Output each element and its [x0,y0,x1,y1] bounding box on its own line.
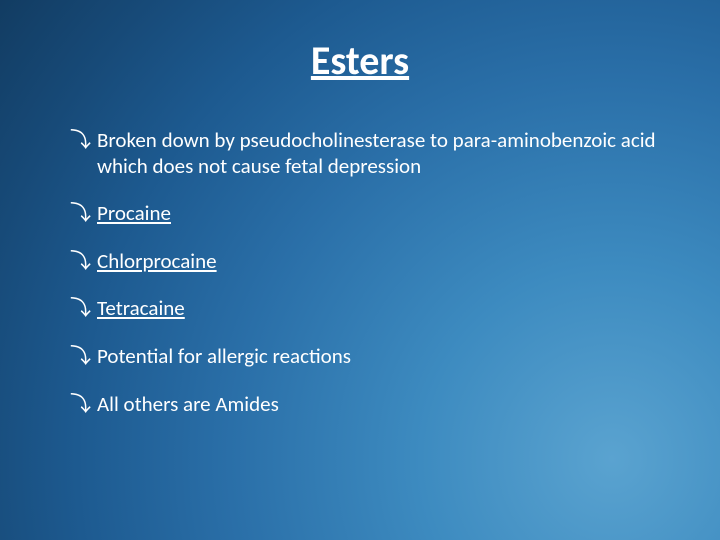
bullet-marker-icon: ⤵ [70,128,91,154]
bullet-text: Broken down by pseudocholinesterase to p… [97,128,660,179]
bullet-item: ⤵ Chlorprocaine [70,249,660,275]
bullet-marker-icon: ⤵ [70,392,91,418]
bullet-item: ⤵ Broken down by pseudocholinesterase to… [70,128,660,179]
bullet-text: Procaine [97,201,660,227]
bullet-item: ⤵ Potential for allergic reactions [70,344,660,370]
bullet-text: Tetracaine [97,296,660,322]
slide-body: ⤵ Broken down by pseudocholinesterase to… [70,128,660,439]
bullet-item: ⤵ Procaine [70,201,660,227]
bullet-marker-icon: ⤵ [70,344,91,370]
bullet-text: Potential for allergic reactions [97,344,660,370]
slide-title: Esters [0,36,720,85]
bullet-text: All others are Amides [97,392,660,418]
bullet-marker-icon: ⤵ [70,201,91,227]
bullet-marker-icon: ⤵ [70,249,91,275]
bullet-text: Chlorprocaine [97,249,660,275]
slide: Esters ⤵ Broken down by pseudocholineste… [0,0,720,540]
bullet-item: ⤵ All others are Amides [70,392,660,418]
bullet-marker-icon: ⤵ [70,296,91,322]
bullet-item: ⤵ Tetracaine [70,296,660,322]
